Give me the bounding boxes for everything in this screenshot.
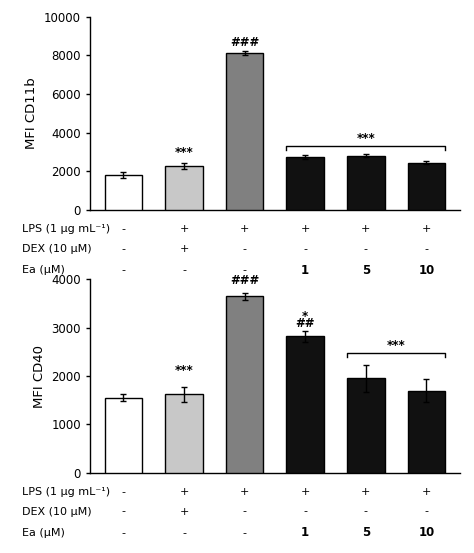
Text: -: - <box>243 265 246 275</box>
Text: -: - <box>243 507 246 517</box>
Bar <box>286 336 324 473</box>
Bar <box>408 390 445 473</box>
Text: Ea (μM): Ea (μM) <box>22 265 64 275</box>
Bar <box>226 296 264 473</box>
Text: -: - <box>121 487 126 497</box>
Text: 1: 1 <box>301 264 310 276</box>
Text: +: + <box>179 487 189 497</box>
Text: +: + <box>179 244 189 254</box>
Text: ***: *** <box>387 338 406 352</box>
Bar <box>105 398 142 473</box>
Text: +: + <box>361 225 371 234</box>
Text: ###: ### <box>230 35 259 49</box>
Text: 1: 1 <box>301 526 310 539</box>
Bar <box>226 54 264 210</box>
Text: +: + <box>422 225 431 234</box>
Text: ***: *** <box>174 146 193 159</box>
Text: 10: 10 <box>419 526 435 539</box>
Text: +: + <box>240 225 249 234</box>
Text: -: - <box>182 265 186 275</box>
Text: 5: 5 <box>362 264 370 276</box>
Text: +: + <box>179 507 189 517</box>
Text: 10: 10 <box>419 264 435 276</box>
Text: ##: ## <box>295 316 315 330</box>
Text: ###: ### <box>230 274 259 287</box>
Text: -: - <box>121 528 126 538</box>
Text: -: - <box>121 244 126 254</box>
Text: -: - <box>303 244 307 254</box>
Text: 5: 5 <box>362 526 370 539</box>
Y-axis label: MFI CD11b: MFI CD11b <box>26 77 38 149</box>
Text: +: + <box>301 487 310 497</box>
Text: +: + <box>179 225 189 234</box>
Text: -: - <box>121 507 126 517</box>
Text: Ea (μM): Ea (μM) <box>22 528 64 538</box>
Text: -: - <box>303 507 307 517</box>
Text: -: - <box>424 507 428 517</box>
Text: DEX (10 μM): DEX (10 μM) <box>22 507 91 517</box>
Text: -: - <box>182 528 186 538</box>
Text: -: - <box>364 244 368 254</box>
Text: LPS (1 μg mL⁻¹): LPS (1 μg mL⁻¹) <box>22 487 110 497</box>
Text: +: + <box>240 487 249 497</box>
Bar <box>165 166 203 210</box>
Text: ***: *** <box>356 132 375 145</box>
Text: -: - <box>121 225 126 234</box>
Bar <box>165 394 203 473</box>
Text: +: + <box>301 225 310 234</box>
Bar <box>347 378 384 473</box>
Text: -: - <box>243 244 246 254</box>
Text: DEX (10 μM): DEX (10 μM) <box>22 244 91 254</box>
Text: -: - <box>364 507 368 517</box>
Text: LPS (1 μg mL⁻¹): LPS (1 μg mL⁻¹) <box>22 225 110 234</box>
Y-axis label: MFI CD40: MFI CD40 <box>33 345 46 408</box>
Text: ***: *** <box>174 364 193 377</box>
Bar <box>105 175 142 210</box>
Bar <box>286 157 324 210</box>
Text: -: - <box>121 265 126 275</box>
Text: -: - <box>243 528 246 538</box>
Text: -: - <box>424 244 428 254</box>
Text: +: + <box>422 487 431 497</box>
Bar <box>408 163 445 210</box>
Text: +: + <box>361 487 371 497</box>
Bar <box>347 156 384 210</box>
Text: *: * <box>302 310 309 324</box>
